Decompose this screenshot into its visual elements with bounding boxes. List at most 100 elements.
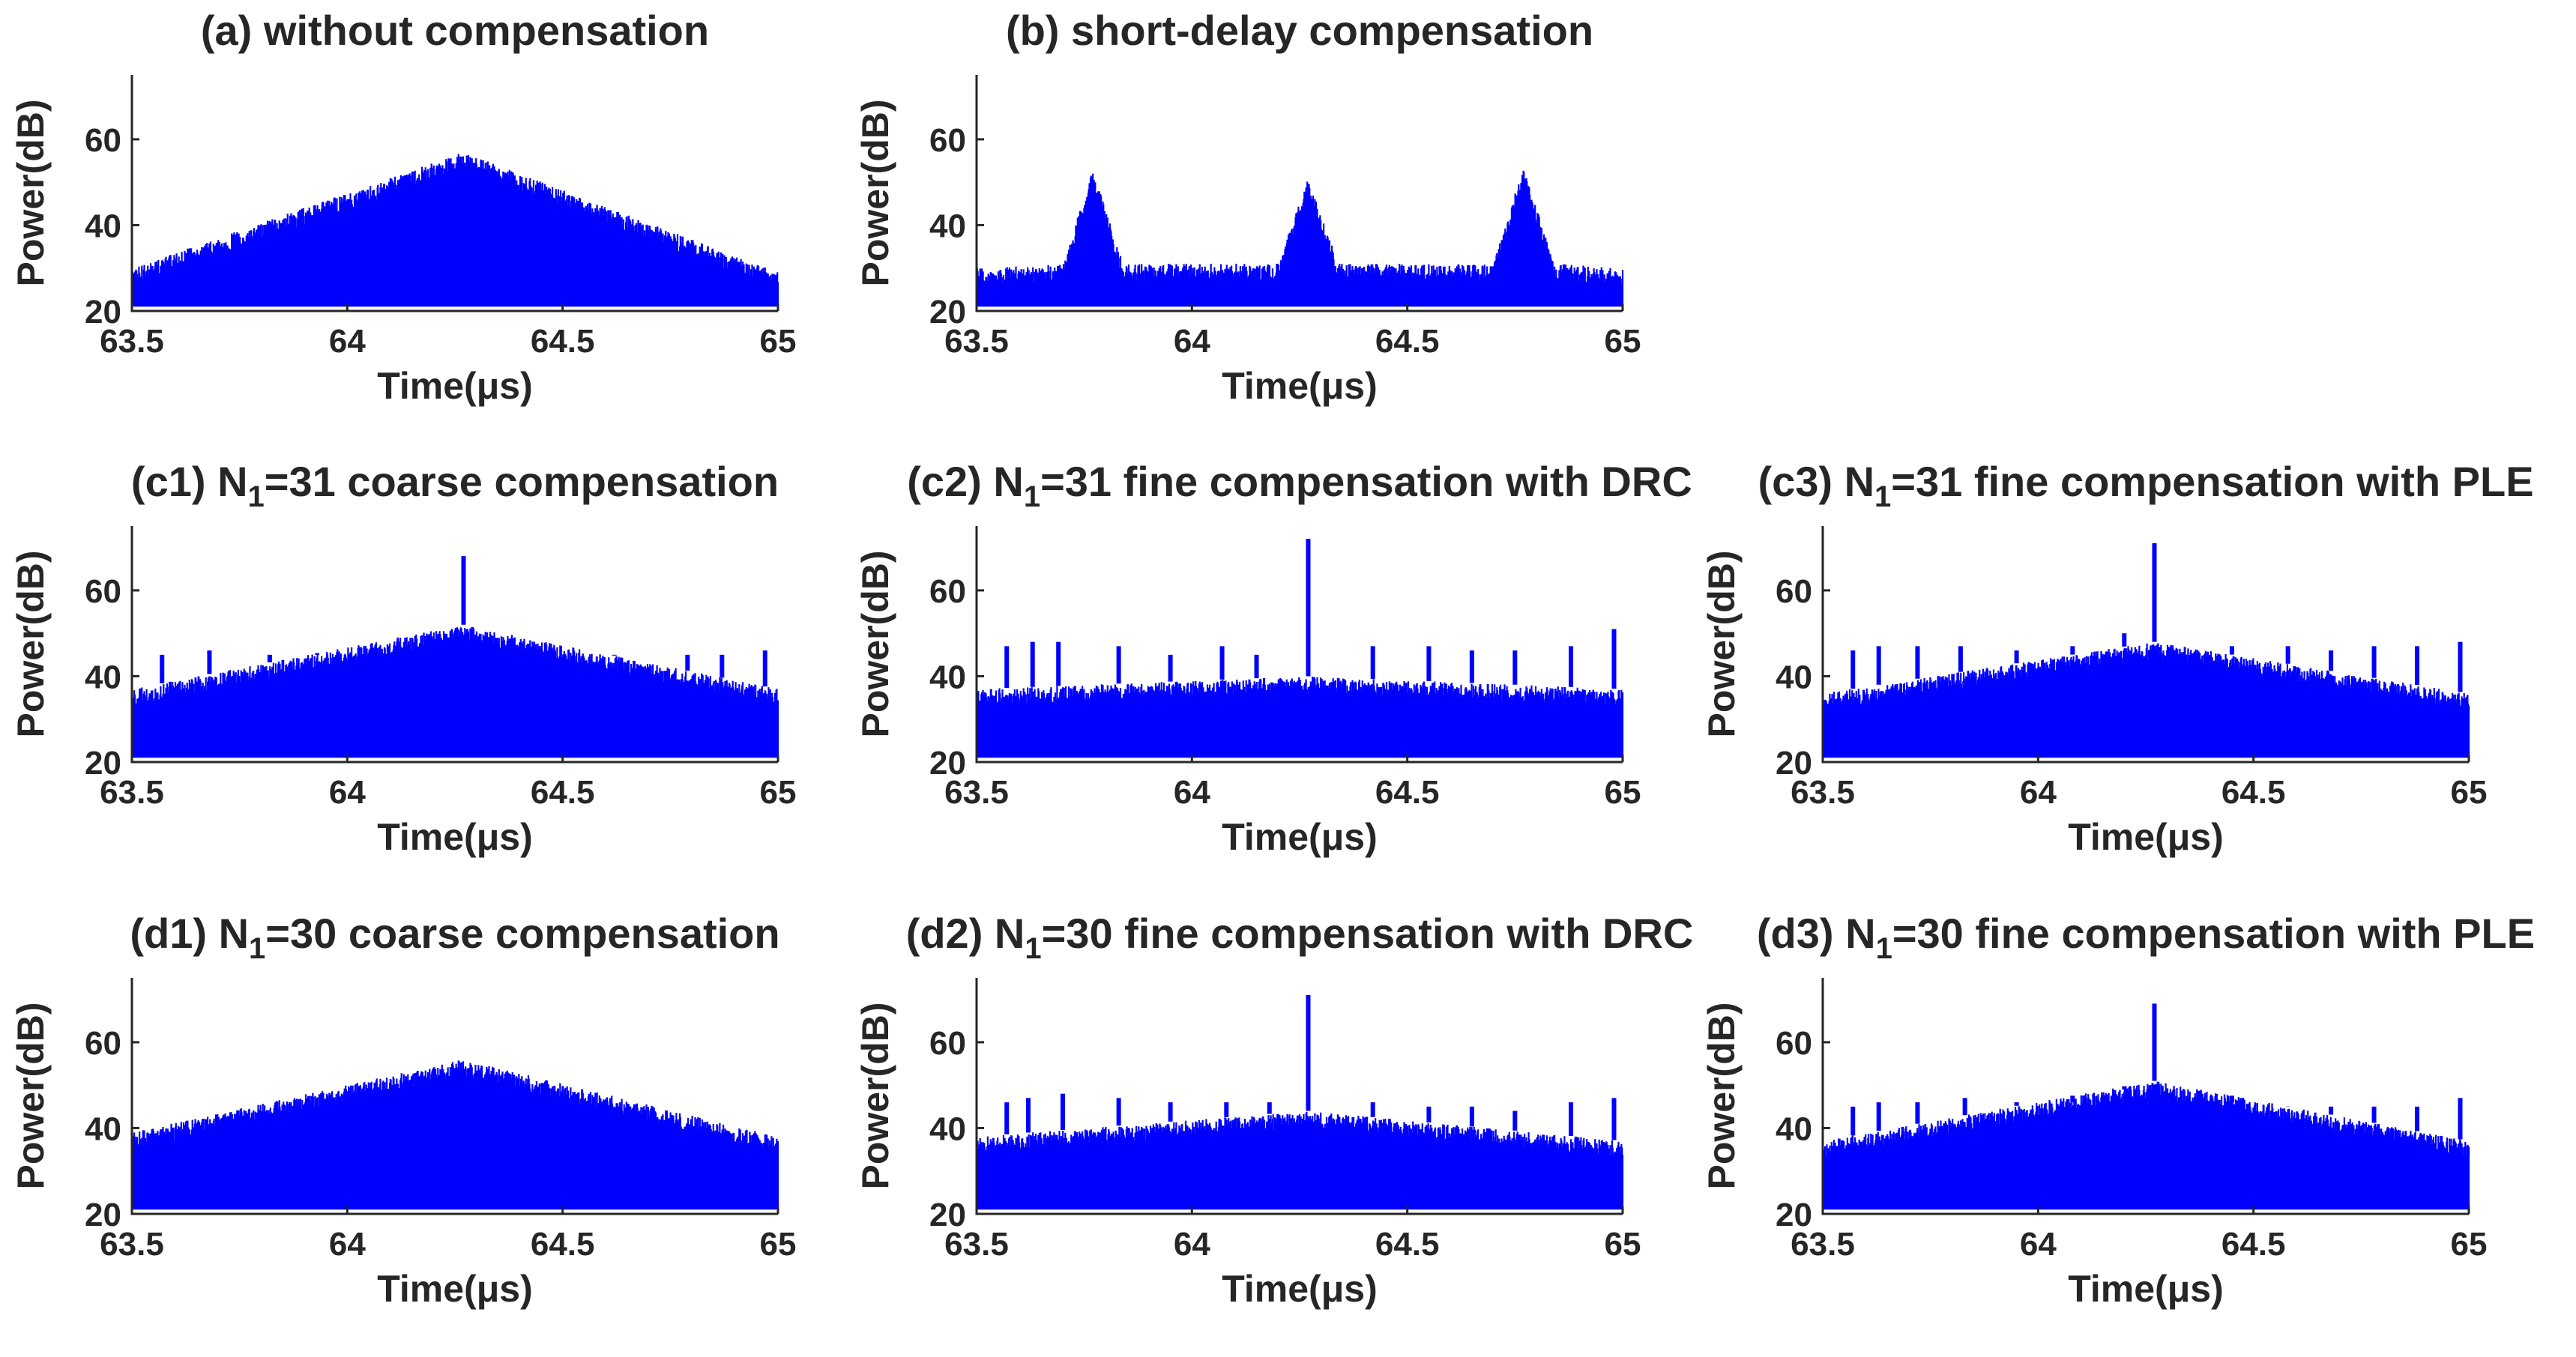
panel-c1: (c1) N1=31 coarse compensation 63.5 64 64.5…	[10, 458, 796, 858]
y-axis-label: Power(dB)	[854, 100, 896, 287]
x-axis-label: Time(μs)	[1222, 816, 1378, 858]
x-tick-label: 64.5	[1375, 323, 1440, 360]
x-tick-label: 63.5	[100, 774, 164, 811]
panel-title: (c1) N1=31 coarse compensation	[131, 458, 779, 513]
panel-title: (d3) N1=30 fine compensation with PLE	[1757, 910, 2535, 965]
panel-title: (b) short-delay compensation	[1006, 7, 1593, 54]
y-tick-label: 40	[85, 1110, 121, 1147]
y-tick-label: 20	[929, 745, 966, 782]
x-tick-label: 64.5	[531, 1226, 595, 1263]
title-text: (b) short-delay compensation	[1006, 7, 1593, 54]
y-tick-label: 60	[929, 122, 966, 159]
y-tick-label: 20	[1776, 745, 1812, 782]
x-axis-label: Time(μs)	[377, 816, 533, 858]
panel-c3: (c3) N1=31 fine compensation with PLE 63.…	[1701, 458, 2534, 858]
panel-b: (b) short-delay compensation 63.5 64 64.5 65…	[854, 7, 1641, 407]
title-subscript: 1	[1876, 932, 1892, 965]
panel-title: (d1) N1=30 coarse compensation	[130, 910, 779, 965]
x-tick-label: 64.5	[531, 323, 595, 360]
title-subscript: 1	[249, 932, 265, 965]
x-tick-label: 64.5	[1375, 774, 1440, 811]
x-tick-label: 64	[1174, 774, 1210, 811]
panel-c2: (c2) N1=31 fine compensation with DRC 63.…	[854, 458, 1692, 858]
title-text: (d2) N	[906, 910, 1025, 957]
y-tick-label: 60	[1776, 1025, 1812, 1062]
y-tick-label: 40	[85, 659, 121, 695]
x-tick-label: 65	[2451, 774, 2488, 811]
y-tick-label: 60	[85, 122, 121, 159]
x-tick-label: 64.5	[531, 774, 595, 811]
y-tick-label: 40	[1776, 1110, 1812, 1147]
y-tick-label: 20	[85, 745, 121, 782]
signal-trace	[975, 677, 1624, 758]
x-tick-label: 63.5	[1791, 1226, 1855, 1263]
y-tick-label: 40	[1776, 659, 1812, 695]
x-axis-label: Time(μs)	[377, 365, 533, 407]
x-tick-label: 65	[1605, 323, 1641, 360]
y-tick-label: 60	[85, 573, 121, 610]
signal-trace	[1821, 1081, 2470, 1210]
title-subscript: 1	[248, 480, 265, 513]
y-tick-label: 20	[85, 294, 121, 330]
panel-a: (a) without compensation 63.5 64 64.5 65 20 40…	[10, 7, 796, 407]
x-tick-label: 63.5	[1791, 774, 1855, 811]
x-tick-label: 65	[760, 1226, 797, 1263]
title-text: (c1) N	[131, 458, 248, 505]
x-tick-label: 64	[2020, 1226, 2057, 1263]
y-axis-label: Power(dB)	[10, 551, 52, 738]
y-tick-label: 60	[929, 1025, 966, 1062]
y-axis-label: Power(dB)	[10, 100, 52, 287]
panel-title: (d2) N1=30 fine compensation with DRC	[906, 910, 1694, 965]
x-axis-label: Time(μs)	[2068, 1268, 2224, 1310]
panel-d2: (d2) N1=30 fine compensation with DRC 63.…	[854, 910, 1693, 1310]
panel-d3: (d3) N1=30 fine compensation with PLE 63.…	[1701, 910, 2535, 1310]
title-text-rest: =31 fine compensation with PLE	[1891, 458, 2533, 505]
y-axis-label: Power(dB)	[1701, 551, 1743, 738]
signal-trace	[130, 154, 779, 307]
x-tick-label: 65	[1605, 774, 1641, 811]
x-tick-label: 63.5	[944, 1226, 1009, 1263]
y-tick-label: 40	[85, 208, 121, 244]
x-axis-label: Time(μs)	[1222, 365, 1378, 407]
signal-trace	[975, 170, 1624, 307]
x-tick-label: 64	[2020, 774, 2057, 811]
x-tick-label: 63.5	[100, 1226, 164, 1263]
title-subscript: 1	[1024, 480, 1040, 513]
y-tick-label: 60	[1776, 573, 1812, 610]
x-axis-label: Time(μs)	[1222, 1268, 1378, 1310]
y-axis-label: Power(dB)	[854, 551, 896, 738]
y-tick-label: 40	[929, 659, 966, 695]
title-subscript: 1	[1025, 932, 1041, 965]
x-tick-label: 63.5	[944, 323, 1009, 360]
x-tick-label: 65	[2451, 1226, 2488, 1263]
x-tick-label: 64.5	[2221, 1226, 2286, 1263]
title-text-rest: =31 coarse compensation	[265, 458, 779, 505]
x-tick-label: 64.5	[1375, 1226, 1440, 1263]
title-text: (d3) N	[1757, 910, 1876, 957]
x-axis-label: Time(μs)	[2068, 816, 2224, 858]
signal-trace	[130, 1060, 779, 1210]
title-text-rest: =31 fine compensation with DRC	[1040, 458, 1692, 505]
panel-title: (a) without compensation	[201, 7, 709, 54]
title-text-rest: =30 fine compensation with PLE	[1892, 910, 2535, 957]
title-text: (c2) N	[907, 458, 1024, 505]
panel-title: (c2) N1=31 fine compensation with DRC	[907, 458, 1692, 513]
title-text-rest: =30 coarse compensation	[265, 910, 779, 957]
x-axis-label: Time(μs)	[377, 1268, 533, 1310]
x-tick-label: 64	[1174, 1226, 1210, 1263]
x-tick-label: 65	[760, 774, 797, 811]
x-tick-label: 64.5	[2221, 774, 2286, 811]
y-axis-label: Power(dB)	[10, 1003, 52, 1190]
x-tick-label: 65	[760, 323, 797, 360]
x-tick-label: 64	[329, 1226, 366, 1263]
y-axis-label: Power(dB)	[854, 1003, 896, 1190]
x-tick-label: 63.5	[100, 323, 164, 360]
panel-d1: (d1) N1=30 coarse compensation 63.5 64 64.5…	[10, 910, 796, 1310]
title-text-rest: =30 fine compensation with DRC	[1042, 910, 1694, 957]
y-tick-label: 40	[929, 208, 966, 244]
x-tick-label: 65	[1605, 1226, 1641, 1263]
title-text: (d1) N	[130, 910, 249, 957]
x-tick-label: 64	[1174, 323, 1210, 360]
y-tick-label: 60	[85, 1025, 121, 1062]
